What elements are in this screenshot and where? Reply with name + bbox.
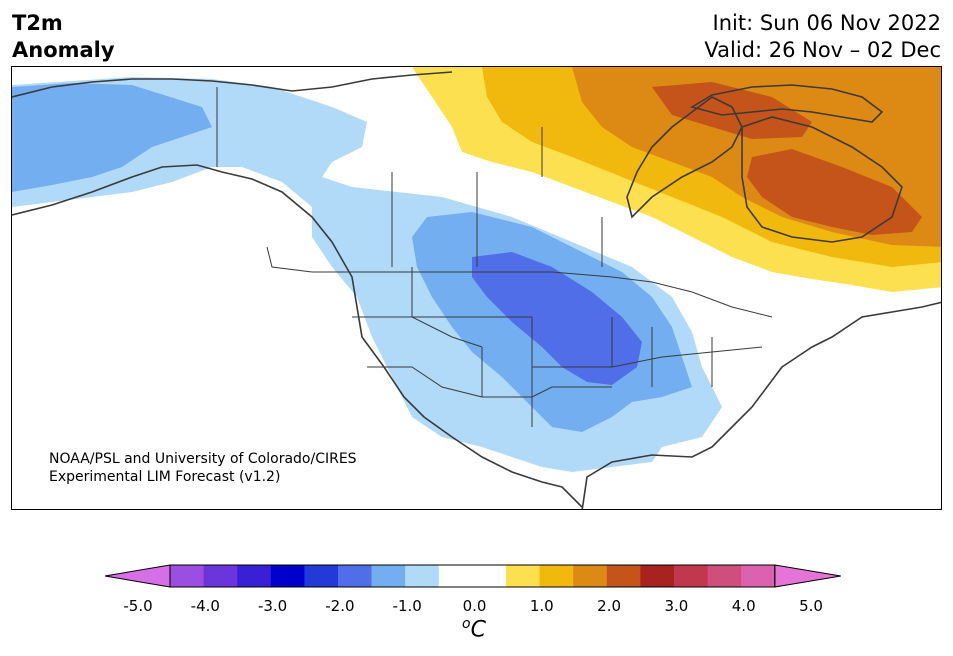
colorbar-tick-label: 4.0	[731, 597, 756, 615]
anomaly-map	[11, 66, 942, 510]
cool-anomaly-strong-region	[472, 252, 642, 385]
unit-symbol: C	[470, 617, 486, 643]
data-credit: NOAA/PSL and University of Colorado/CIRE…	[49, 450, 357, 486]
colorbar-extend-high	[774, 564, 841, 588]
colorbar-cell	[472, 565, 507, 587]
colorbar-tick-label: -4.0	[190, 597, 220, 615]
colorbar-cell	[405, 565, 440, 587]
warm-anomaly-max-region-north	[652, 82, 812, 139]
colorbar-frame	[169, 564, 776, 588]
credit-line-1: NOAA/PSL and University of Colorado/CIRE…	[49, 451, 357, 467]
warm-anomaly-max-region	[747, 149, 922, 235]
colorbar-cell	[640, 565, 675, 587]
map-title: T2m Anomaly	[12, 10, 115, 64]
colorbar-tick-label: 0.0	[462, 597, 487, 615]
credit-line-2: Experimental LIM Forecast (v1.2)	[49, 469, 281, 485]
colorbar-extend-low	[104, 564, 171, 588]
colorbar-tick-label: -2.0	[325, 597, 355, 615]
colorbar-cell	[539, 565, 574, 587]
colorbar-unit: oC	[462, 616, 486, 642]
colorbar-tick-label: 5.0	[799, 597, 823, 615]
cool-anomaly-medium-region	[12, 83, 212, 192]
valid-date: Valid: 26 Nov – 02 Dec	[704, 38, 941, 62]
title-variable: T2m	[12, 11, 63, 35]
forecast-dates: Init: Sun 06 Nov 2022 Valid: 26 Nov – 02…	[704, 10, 941, 64]
colorbar-cell	[237, 565, 272, 587]
colorbar	[104, 564, 841, 588]
degree-symbol: o	[462, 616, 471, 632]
colorbar-cell	[170, 565, 205, 587]
political-borders	[216, 87, 773, 427]
colorbar-cell	[371, 565, 406, 587]
colorbar-cell	[741, 565, 776, 587]
init-date: Init: Sun 06 Nov 2022	[712, 11, 941, 35]
colorbar-cell	[203, 565, 238, 587]
colorbar-tick-label: -5.0	[123, 597, 153, 615]
colorbar-cell	[707, 565, 742, 587]
colorbar-tick-label: 1.0	[529, 597, 554, 615]
colorbar-cell	[304, 565, 339, 587]
colorbar-tick-label: -1.0	[392, 597, 422, 615]
colorbar-cell	[438, 565, 473, 587]
colorbar-cell	[674, 565, 709, 587]
colorbar-cell	[573, 565, 608, 587]
colorbar-cell	[506, 565, 541, 587]
coastlines	[12, 71, 941, 509]
colorbar-cell	[270, 565, 305, 587]
map-canvas	[12, 67, 941, 509]
colorbar-cell	[338, 565, 373, 587]
colorbar-tick-label: 3.0	[664, 597, 689, 615]
colorbar-cells	[104, 564, 841, 588]
colorbar-tick-label: 2.0	[597, 597, 622, 615]
colorbar-tick-label: -3.0	[257, 597, 288, 615]
colorbar-cell	[606, 565, 641, 587]
title-anomaly: Anomaly	[12, 38, 115, 62]
